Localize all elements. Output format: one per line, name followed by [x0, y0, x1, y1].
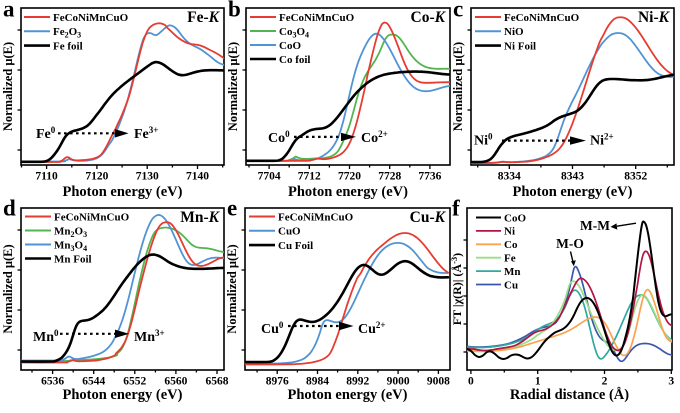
svg-text:Mn2O3: Mn2O3	[54, 225, 87, 239]
svg-text:d: d	[3, 196, 16, 221]
svg-text:Normalized μ(E): Normalized μ(E)	[1, 42, 15, 131]
svg-text:8334: 8334	[498, 171, 521, 183]
svg-text:Fe-K: Fe-K	[187, 9, 221, 26]
svg-text:FeCoNiMnCuO: FeCoNiMnCuO	[54, 211, 130, 223]
svg-text:M-O: M-O	[556, 236, 584, 251]
svg-text:Photon energy (eV): Photon energy (eV)	[288, 184, 408, 200]
svg-text:3: 3	[668, 376, 674, 388]
svg-text:8984: 8984	[306, 376, 329, 388]
svg-text:8343: 8343	[561, 171, 584, 183]
svg-text:Normalized μ(E): Normalized μ(E)	[451, 42, 465, 131]
svg-text:6568: 6568	[206, 376, 229, 388]
svg-text:b: b	[228, 0, 241, 22]
svg-text:Normalized μ(E): Normalized μ(E)	[226, 42, 240, 131]
svg-text:Photon energy (eV): Photon energy (eV)	[287, 387, 407, 403]
svg-text:FT |χ(R)| (Å-3): FT |χ(R)| (Å-3)	[449, 253, 464, 325]
svg-text:6560: 6560	[164, 376, 187, 388]
svg-text:CoO: CoO	[279, 40, 301, 52]
svg-text:FeCoNiMnCuO: FeCoNiMnCuO	[278, 211, 354, 223]
svg-text:Mn-K: Mn-K	[180, 209, 220, 226]
svg-text:e: e	[227, 196, 237, 221]
svg-text:8992: 8992	[346, 376, 369, 388]
svg-text:Cu0: Cu0	[261, 320, 284, 337]
svg-text:Fe2O3: Fe2O3	[53, 26, 81, 40]
svg-text:Ni-K: Ni-K	[638, 9, 671, 26]
svg-text:Mn3O4: Mn3O4	[54, 239, 87, 253]
svg-text:c: c	[453, 0, 463, 22]
svg-text:7130: 7130	[136, 171, 159, 183]
svg-text:Ni: Ni	[504, 226, 515, 238]
svg-text:FeCoNiMnCuO: FeCoNiMnCuO	[53, 12, 129, 24]
svg-text:1: 1	[535, 376, 541, 388]
svg-text:7728: 7728	[378, 171, 401, 183]
svg-text:Co: Co	[504, 239, 518, 251]
svg-text:7736: 7736	[418, 171, 441, 183]
svg-text:f: f	[452, 196, 460, 221]
svg-text:0: 0	[468, 376, 474, 388]
svg-text:Fe foil: Fe foil	[53, 40, 83, 52]
svg-text:8976: 8976	[266, 376, 289, 388]
svg-text:9000: 9000	[387, 376, 410, 388]
svg-text:2: 2	[602, 376, 608, 388]
svg-text:Fe: Fe	[504, 253, 516, 265]
svg-text:7704: 7704	[258, 171, 281, 183]
svg-text:NiO: NiO	[504, 26, 524, 38]
svg-text:FeCoNiMnCuO: FeCoNiMnCuO	[504, 12, 580, 24]
svg-text:Normalized μ(E): Normalized μ(E)	[225, 244, 239, 333]
svg-text:Normalized μ(E): Normalized μ(E)	[1, 244, 15, 333]
svg-text:CoO: CoO	[504, 212, 526, 224]
svg-text:Co foil: Co foil	[279, 54, 310, 66]
svg-text:7110: 7110	[35, 171, 58, 183]
svg-text:Cu Foil: Cu Foil	[278, 240, 313, 252]
svg-text:Radial distance (Å): Radial distance (Å)	[510, 387, 629, 403]
svg-text:Mn Foil: Mn Foil	[54, 253, 92, 265]
svg-text:7712: 7712	[298, 171, 321, 183]
svg-text:Photon energy (eV): Photon energy (eV)	[62, 387, 182, 403]
svg-text:7120: 7120	[85, 171, 108, 183]
svg-text:Co3O4: Co3O4	[279, 26, 309, 40]
svg-text:a: a	[3, 0, 15, 22]
svg-text:Co-K: Co-K	[411, 9, 447, 26]
svg-text:9008: 9008	[427, 376, 450, 388]
svg-text:Cu: Cu	[504, 279, 518, 291]
svg-text:8352: 8352	[624, 171, 647, 183]
svg-text:FeCoNiMnCuO: FeCoNiMnCuO	[279, 12, 355, 24]
svg-text:Photon energy (eV): Photon energy (eV)	[62, 184, 182, 200]
svg-text:6544: 6544	[82, 376, 105, 388]
svg-text:Co0: Co0	[268, 129, 290, 146]
svg-text:CuO: CuO	[278, 226, 301, 238]
svg-text:Cu-K: Cu-K	[410, 209, 447, 226]
svg-text:6552: 6552	[123, 376, 146, 388]
svg-text:6536: 6536	[41, 376, 64, 388]
svg-text:7140: 7140	[186, 171, 209, 183]
svg-text:Photon energy (eV): Photon energy (eV)	[512, 184, 632, 200]
svg-text:Mn: Mn	[504, 266, 521, 278]
svg-text:7720: 7720	[338, 171, 361, 183]
svg-text:Ni Foil: Ni Foil	[504, 40, 536, 52]
svg-text:M-M: M-M	[580, 218, 610, 233]
svg-text:Mn0: Mn0	[33, 328, 59, 345]
